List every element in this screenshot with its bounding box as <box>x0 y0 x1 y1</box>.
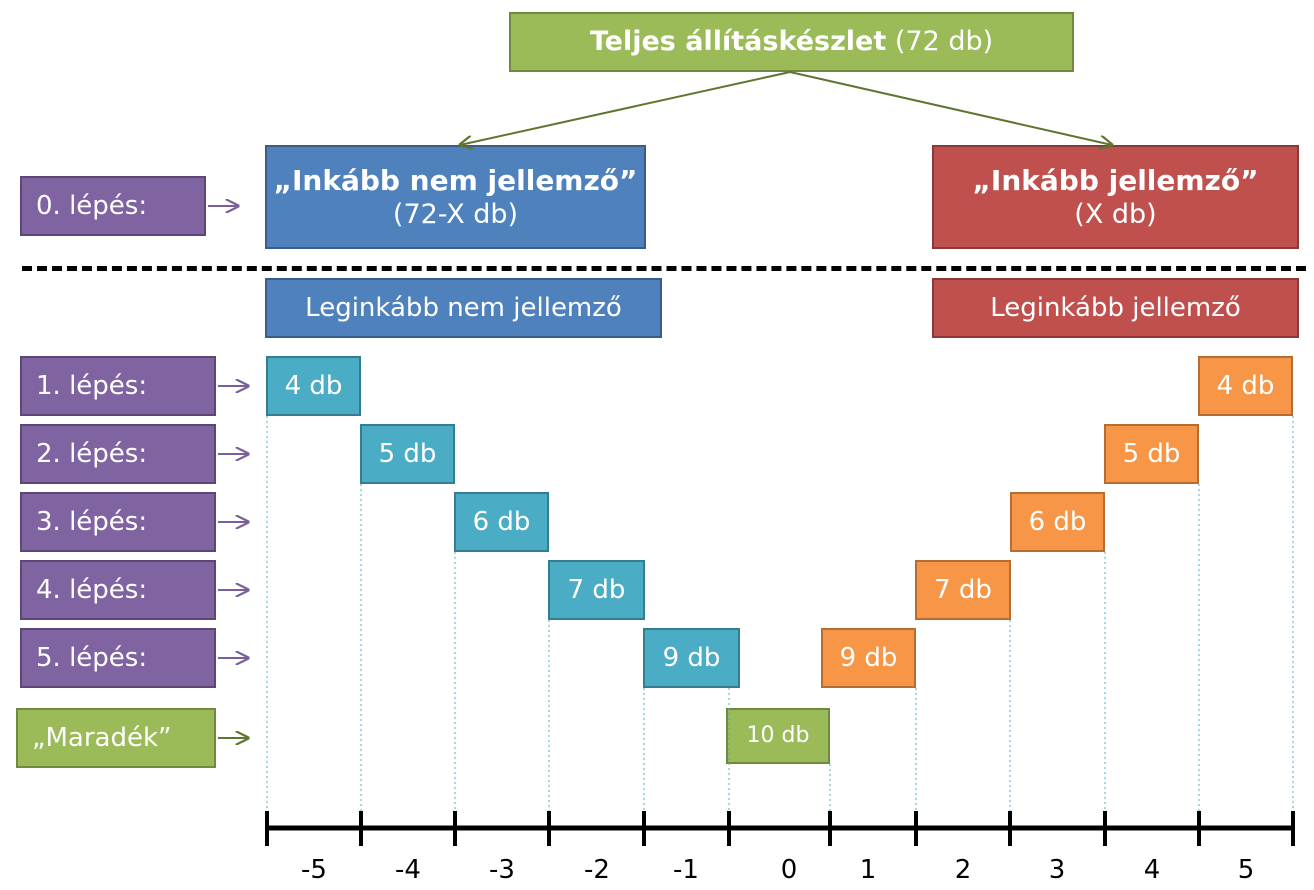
scale-label: -5 <box>301 855 327 885</box>
left-count-box-2: 5 db <box>360 424 455 484</box>
not-typical-category-box: „Inkább nem jellemző” (72-X db) <box>265 145 646 249</box>
most-typical-label: Leginkább jellemző <box>990 292 1241 323</box>
remainder-label: „Maradék” <box>16 708 216 768</box>
left-count-box-4: 7 db <box>548 560 645 620</box>
scale-label: -1 <box>673 855 699 885</box>
total-count: (72 db) <box>894 26 994 58</box>
right-count-box-2: 5 db <box>1104 424 1199 484</box>
typical-category-box: „Inkább jellemző” (X db) <box>932 145 1299 249</box>
most-not-typical-box: Leginkább nem jellemző <box>265 278 662 338</box>
count-label: 5 db <box>378 438 437 469</box>
count-label: 7 db <box>934 574 992 605</box>
scale-label: 2 <box>954 855 972 885</box>
most-not-typical-label: Leginkább nem jellemző <box>305 292 622 323</box>
scale-label: 5 <box>1237 855 1255 885</box>
not-typical-count: (72-X db) <box>392 198 519 230</box>
total-statement-set-box: Teljes állításkészlet (72 db) <box>509 12 1074 72</box>
scale-label: -4 <box>395 855 421 885</box>
step-label-5: 5. lépés: <box>20 628 216 688</box>
step-label-text: 2. lépés: <box>36 438 148 469</box>
count-label: 7 db <box>567 574 626 605</box>
divider-dashed-line <box>22 266 1306 271</box>
right-count-box-1: 4 db <box>1198 356 1293 416</box>
axis-ticks <box>265 811 1295 846</box>
step-label-text: 0. lépés: <box>36 190 148 221</box>
step-label-text: 1. lépés: <box>36 370 148 401</box>
count-label: 9 db <box>662 642 721 673</box>
dotted-guides <box>266 416 1294 820</box>
count-label: 5 db <box>1122 438 1181 469</box>
count-label: 9 db <box>839 642 898 673</box>
step-label-0: 0. lépés: <box>20 176 206 236</box>
scale-label: 0 <box>780 855 798 885</box>
split-arrow-left <box>460 71 791 145</box>
scale-label: -3 <box>489 855 515 885</box>
split-arrow-right <box>789 71 1112 145</box>
typical-count: (X db) <box>1074 198 1157 230</box>
left-count-box-5: 9 db <box>643 628 740 688</box>
right-count-box-5: 9 db <box>821 628 916 688</box>
total-title: Teljes állításkészlet <box>589 26 887 58</box>
step-label-4: 4. lépés: <box>20 560 216 620</box>
count-label: 4 db <box>284 370 343 401</box>
count-label: 6 db <box>472 506 531 537</box>
count-label: 10 db <box>746 723 810 749</box>
step-label-1: 1. lépés: <box>20 356 216 416</box>
step-label-text: 4. lépés: <box>36 574 148 605</box>
left-count-box-3: 6 db <box>454 492 549 552</box>
step-label-2: 2. lépés: <box>20 424 216 484</box>
remainder-count-box: 10 db <box>726 708 830 764</box>
scale-label: 1 <box>859 855 877 885</box>
remainder-label-text: „Maradék” <box>32 722 172 753</box>
left-count-box-1: 4 db <box>266 356 361 416</box>
step-label-text: 3. lépés: <box>36 506 148 537</box>
count-label: 4 db <box>1216 370 1275 401</box>
scale-label: 3 <box>1048 855 1066 885</box>
count-label: 6 db <box>1028 506 1087 537</box>
right-count-box-3: 6 db <box>1010 492 1105 552</box>
scale-label: 4 <box>1143 855 1161 885</box>
typical-title: „Inkább jellemző” <box>972 163 1259 197</box>
step-label-text: 5. lépés: <box>36 642 148 673</box>
step-label-3: 3. lépés: <box>20 492 216 552</box>
right-count-box-4: 7 db <box>915 560 1011 620</box>
scale-label: -2 <box>584 855 610 885</box>
not-typical-title: „Inkább nem jellemző” <box>273 163 638 197</box>
most-typical-box: Leginkább jellemző <box>932 278 1299 338</box>
